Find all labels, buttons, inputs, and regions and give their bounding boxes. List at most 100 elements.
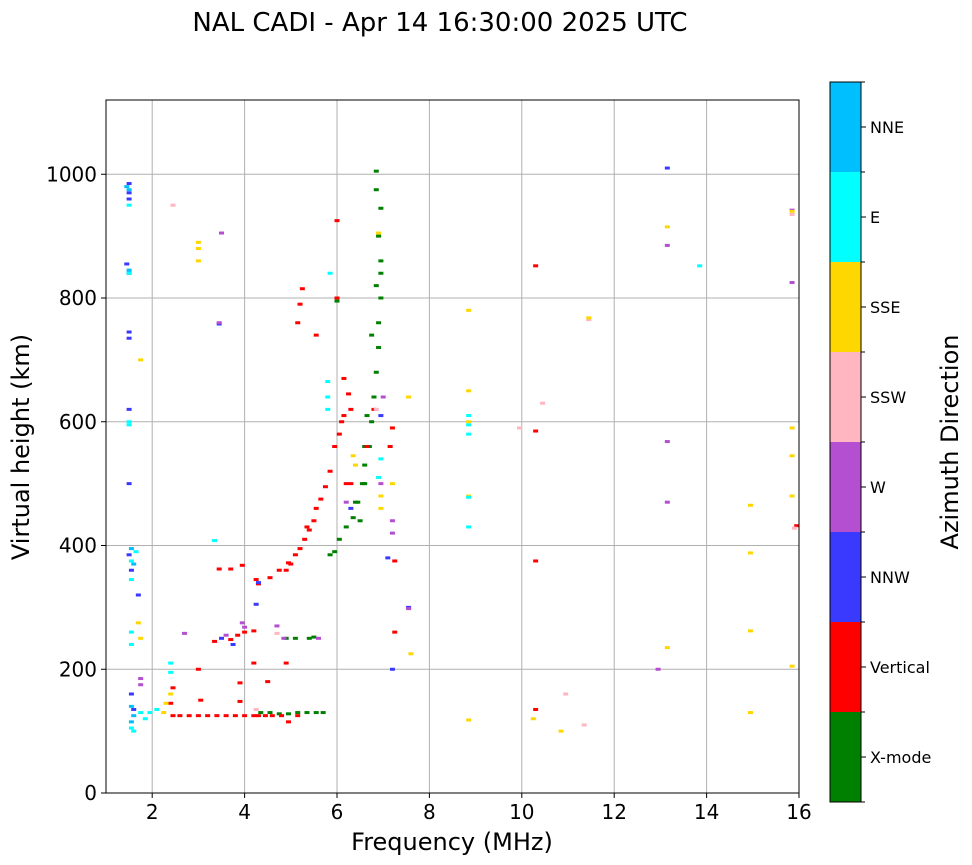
data-point-ssw (253, 707, 259, 711)
data-point-vertical (339, 420, 345, 424)
data-point-vertical (232, 714, 238, 718)
data-point-vertical (198, 698, 204, 702)
data-point-w (138, 677, 144, 681)
colorbar-segment (830, 82, 861, 172)
colorbar-segment (830, 622, 861, 712)
data-point-x-mode (376, 234, 382, 238)
data-point-vertical (242, 630, 248, 634)
colorbar-segment (830, 352, 861, 442)
data-point-sse (466, 389, 472, 393)
colorbar-segment (830, 712, 861, 802)
data-point-e (126, 423, 132, 427)
data-point-x-mode (306, 636, 312, 640)
data-point-e (466, 525, 472, 529)
data-point-vertical (295, 714, 301, 718)
data-point-nnw (126, 482, 132, 486)
data-point-vertical (267, 576, 273, 580)
data-point-vertical (295, 321, 301, 325)
data-point-vertical (177, 714, 183, 718)
data-point-w (389, 519, 395, 523)
data-point-sse (747, 629, 753, 633)
data-point-w (281, 636, 287, 640)
data-point-sse (789, 426, 795, 430)
data-points (124, 166, 800, 733)
data-point-vertical (313, 333, 319, 337)
colorbar-frame (829, 81, 862, 803)
data-point-nnw (126, 330, 132, 334)
data-point-x-mode (304, 711, 310, 715)
x-tick-label: 10 (509, 800, 534, 824)
data-point-vertical (327, 469, 333, 473)
data-point-vertical (237, 699, 243, 703)
data-point-vertical (251, 629, 257, 633)
data-point-vertical (242, 714, 248, 718)
data-point-vertical (195, 667, 201, 671)
y-tick-label: 800 (59, 286, 97, 310)
data-point-x-mode (336, 537, 342, 541)
data-point-vertical (262, 714, 268, 718)
data-point-vertical (343, 482, 349, 486)
data-point-x-mode (378, 271, 384, 275)
data-point-ssw (586, 318, 592, 322)
data-point-vertical (297, 547, 303, 551)
data-point-e (128, 559, 134, 563)
data-point-x-mode (376, 346, 382, 349)
data-point-e (128, 726, 134, 730)
data-point-x-mode (352, 500, 358, 504)
data-point-ssw (540, 401, 546, 405)
data-point-vertical (341, 414, 347, 418)
data-point-nnw (255, 581, 261, 585)
data-point-vertical (318, 497, 324, 501)
y-tick-label: 600 (59, 410, 97, 434)
data-point-sse (789, 664, 795, 668)
data-point-vertical (168, 701, 174, 705)
data-point-x-mode (311, 635, 317, 639)
data-point-vertical (239, 563, 245, 567)
data-point-x-mode (313, 711, 319, 715)
data-point-vertical (348, 482, 354, 486)
data-point-nne (128, 704, 134, 708)
data-point-vertical (212, 639, 218, 643)
data-point-nne (126, 188, 132, 192)
data-point-nne (126, 268, 132, 272)
data-point-nnw (131, 707, 137, 711)
chart-title: NAL CADI - Apr 14 16:30:00 2025 UTC (192, 8, 687, 38)
data-point-vertical (214, 714, 220, 718)
data-point-x-mode (362, 482, 368, 486)
data-point-e (126, 271, 132, 275)
x-tick-label: 6 (331, 800, 344, 824)
data-point-vertical (228, 638, 234, 642)
data-point-vertical (389, 426, 395, 430)
y-tick-label: 0 (84, 781, 97, 805)
data-point-vertical (299, 287, 305, 291)
data-point-nnw (135, 593, 141, 597)
data-point-w (664, 243, 670, 247)
data-point-x-mode (378, 259, 384, 263)
data-point-e (133, 550, 139, 554)
x-axis-ticks: 2 4 6 8 10 12 14 16 (146, 793, 812, 824)
colorbar-tick-label: SSE (870, 298, 900, 317)
data-point-vertical (304, 525, 310, 529)
data-point-e (128, 630, 134, 634)
data-point-x-mode (334, 299, 340, 303)
data-point-nnw (128, 568, 134, 572)
data-point-vertical (228, 567, 234, 571)
x-tick-label: 8 (423, 800, 436, 824)
data-point-nnw (664, 166, 670, 170)
colorbar-tick-label: E (870, 208, 880, 227)
data-point-x-mode (378, 206, 384, 210)
data-point-nnw (126, 182, 132, 186)
data-point-sse (138, 636, 144, 640)
data-point-sse (664, 225, 670, 229)
data-point-e (466, 414, 472, 418)
data-point-x-mode (373, 284, 379, 288)
data-point-e (126, 203, 132, 207)
data-point-x-mode (369, 333, 375, 337)
data-point-sse (789, 209, 795, 213)
data-point-vertical (322, 485, 328, 489)
data-point-sse (378, 506, 384, 510)
data-point-x-mode (376, 321, 382, 325)
data-point-x-mode (276, 712, 282, 716)
data-point-e (168, 661, 174, 665)
data-point-x-mode (320, 711, 326, 715)
